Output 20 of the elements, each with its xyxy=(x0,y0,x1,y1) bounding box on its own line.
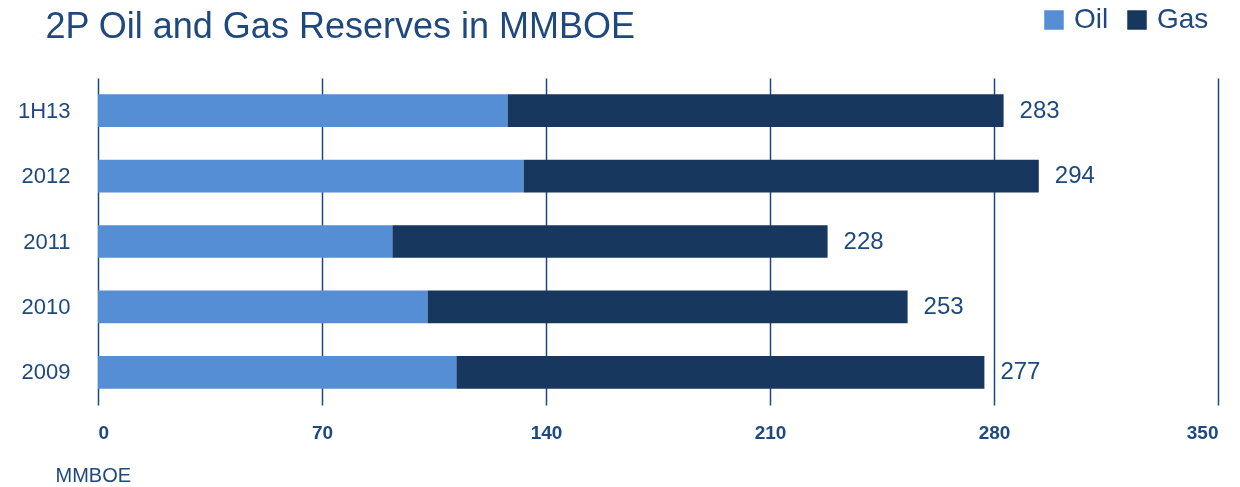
total-label: 253 xyxy=(923,291,964,319)
x-tick-label: 140 xyxy=(530,421,563,443)
y-tick-label: 1H13 xyxy=(17,97,71,123)
x-axis-title: MMBOE xyxy=(55,463,132,486)
legend-label: Oil xyxy=(1074,3,1109,34)
total-label: 283 xyxy=(1019,95,1060,123)
total-label: 228 xyxy=(843,226,884,254)
chart-title: 2P Oil and Gas Reserves in MMBOE xyxy=(45,5,635,46)
x-tick-label: 0 xyxy=(98,421,110,443)
y-tick-label: 2011 xyxy=(23,228,71,254)
x-tick-label: 70 xyxy=(311,421,334,443)
total-label: 294 xyxy=(1054,161,1095,189)
y-tick-label: 2009 xyxy=(21,359,71,385)
x-tick-label: 350 xyxy=(1186,421,1219,443)
x-tick-label: 210 xyxy=(754,421,787,443)
y-tick-label: 2010 xyxy=(21,293,71,319)
legend-label: Gas xyxy=(1157,3,1209,34)
x-tick-label: 280 xyxy=(978,421,1011,443)
total-label: 277 xyxy=(1000,357,1041,385)
y-tick-label: 2012 xyxy=(21,163,71,189)
